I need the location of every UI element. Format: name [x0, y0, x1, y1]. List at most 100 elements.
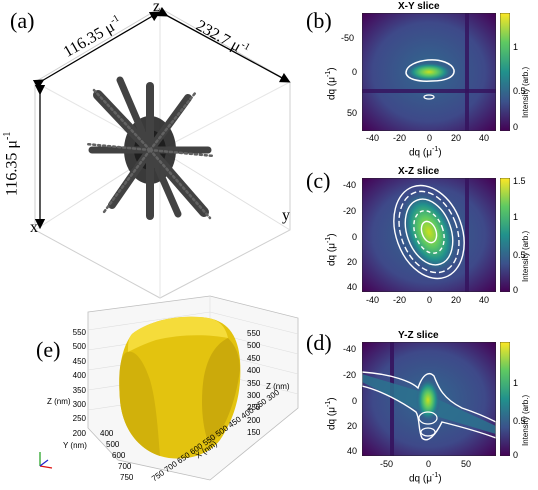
z-left-tick: 250	[72, 414, 86, 424]
panel-e-zlabel-left: Z (nm)	[47, 397, 71, 406]
panel-d-ytick-0: -40	[343, 344, 357, 354]
panel-c-xtick-2: 0	[427, 295, 433, 305]
panel-c-cbar-label: Intensity (arb.)	[521, 230, 530, 282]
panel-d-ytick-3: 20	[347, 421, 358, 431]
panel-c-ylabel: dq (μ-1)	[325, 233, 338, 266]
panel-c-colorbar	[500, 178, 510, 292]
contour-b	[405, 59, 455, 82]
z-left-tick: 300	[72, 400, 86, 410]
panel-d-colorbar	[500, 342, 510, 456]
panel-c-xtick-0: -40	[366, 295, 380, 305]
panel-c-cbar-tick-05: 0.5	[513, 250, 526, 260]
z-right-tick: 250	[247, 403, 261, 413]
panel-c-ytick-2: 0	[352, 232, 358, 242]
panel-d-xtick-1: 0	[426, 459, 432, 469]
panel-b-plot	[362, 13, 496, 131]
dim-arrow-top-right	[156, 6, 291, 83]
panel-d-xtick-2: 50	[461, 459, 472, 469]
panel-c-ytick-3: 20	[347, 257, 358, 267]
z-left-tick: 350	[72, 385, 86, 395]
panel-e-label: (e)	[36, 337, 61, 362]
z-right-tick: 550	[247, 329, 261, 338]
panel-c-title: X-Z slice	[398, 166, 440, 177]
panel-c-cbar-tick-15: 1.5	[513, 176, 526, 186]
panel-d-ylabel: dq (μ-1)	[325, 397, 338, 430]
panel-a-3d-view	[32, 6, 291, 299]
panel-c-xtick-4: 40	[479, 295, 490, 305]
panel-b-ytick-1: 0	[352, 67, 358, 77]
panel-b-cbar-tick-05: 0.5	[513, 86, 526, 96]
panel-b-xtick-1: -20	[393, 133, 407, 143]
panel-e-zright-ticks: 550 500 450 400 350 300 250 200 150	[247, 328, 260, 440]
panel-d-ytick-2: 0	[352, 396, 358, 406]
z-right-tick: 200	[247, 415, 261, 425]
panel-b-cbar-tick-0: 0	[513, 122, 519, 132]
panel-a-label: (a)	[10, 8, 35, 33]
panel-b-cbar-tick-1: 1	[513, 42, 519, 52]
panel-b-ytick-2: 50	[347, 108, 358, 118]
y-tick: 600	[112, 451, 126, 460]
panel-d-label: (d)	[306, 330, 332, 355]
z-left-tick: 450	[72, 356, 86, 366]
diffraction-pattern-3d	[84, 76, 216, 220]
panel-b-title: X-Y slice	[398, 1, 440, 12]
panel-e-3d-box	[87, 295, 299, 481]
panel-c-cbar-tick-0: 0	[513, 285, 519, 295]
panel-d-ytick-4: 40	[347, 446, 358, 456]
panel-d-plot	[362, 342, 496, 456]
dim-arrow-top-left	[32, 11, 161, 90]
z-left-tick: 400	[72, 371, 86, 381]
panel-c-ytick-0: -40	[343, 180, 357, 190]
panel-c-xtick-1: -20	[393, 295, 407, 305]
panel-d-cbar-tick-0: 0	[513, 450, 519, 460]
panel-d-xtick-0: -50	[380, 459, 394, 469]
panel-b-xlabel: dq (μ-1)	[409, 146, 442, 159]
axis-label-y: y	[282, 207, 290, 224]
crystal-shape	[119, 316, 241, 459]
panel-b-xtick-2: 0	[427, 133, 433, 143]
y-tick: 400	[100, 429, 114, 438]
panel-e-zleft-ticks: 550 500 450 400 350 300 250 200	[70, 326, 86, 441]
orientation-triad-icon	[39, 452, 53, 469]
panel-b-ytick-0: -50	[341, 33, 355, 43]
panel-d-title: Y-Z slice	[398, 330, 439, 341]
panel-c-ytick-1: -20	[343, 206, 357, 216]
axis-label-x: x	[30, 219, 38, 236]
z-right-tick: 450	[247, 353, 261, 363]
panel-d-xlabel: dq (μ-1)	[409, 472, 442, 485]
panel-b-cbar-label: Intensity (arb.)	[521, 66, 530, 118]
z-right-tick: 350	[247, 378, 261, 388]
dim-label-left: 116.35 μ-1	[2, 131, 21, 196]
panel-d-cbar-tick-1: 1	[513, 378, 519, 388]
panel-c-plot	[362, 178, 496, 292]
panel-b-colorbar	[500, 13, 510, 131]
z-right-tick: 500	[247, 341, 261, 351]
z-left-tick: 200	[72, 428, 86, 438]
panel-e-y-ticks: 400 500 600 700 750	[100, 428, 133, 483]
panel-b-label: (b)	[306, 8, 332, 33]
panel-d-ytick-1: -20	[343, 370, 357, 380]
panel-d-cbar-label: Intensity (arb.)	[521, 394, 530, 446]
z-right-tick: 150	[247, 428, 261, 438]
panel-b-xtick-4: 40	[479, 133, 490, 143]
y-tick: 750	[120, 473, 134, 482]
panel-c-xtick-3: 20	[451, 295, 462, 305]
panel-b-xtick-3: 20	[451, 133, 462, 143]
panel-c-label: (c)	[306, 168, 331, 193]
z-right-tick: 300	[247, 391, 261, 401]
panel-c-ytick-4: 40	[347, 282, 358, 292]
panel-e-zlabel-right: Z (nm)	[266, 382, 290, 391]
z-right-tick: 400	[247, 366, 261, 376]
y-tick: 500	[106, 440, 120, 449]
panel-b-xtick-0: -40	[366, 133, 380, 143]
panel-c-cbar-tick-1: 1	[513, 212, 519, 222]
panel-b-ylabel: dq (μ-1)	[325, 67, 338, 100]
contour-d	[362, 371, 496, 441]
panel-d-cbar-tick-05: 0.5	[513, 416, 526, 426]
y-tick: 700	[118, 462, 132, 471]
axis-label-z: z	[153, 0, 161, 15]
z-left-tick: 550	[72, 328, 86, 337]
panel-e-ylabel: Y (nm)	[63, 441, 87, 450]
z-left-tick: 500	[72, 342, 86, 352]
contour-c	[393, 184, 465, 280]
